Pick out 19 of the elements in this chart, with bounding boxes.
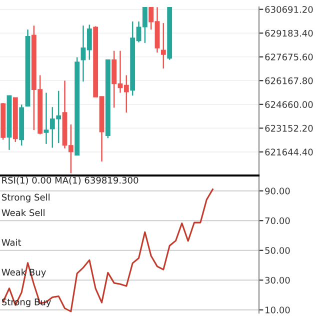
chart-title: RSI(1) 0.00 MA(1) 639819.300: [2, 176, 138, 185]
y-tick-label: 70.00: [265, 217, 290, 224]
candlestick: [160, 22, 166, 70]
ref-line-label: Wait: [2, 238, 22, 246]
y-tick-label: 624660.00: [265, 101, 313, 108]
y-tick-label: 623152.20: [265, 124, 313, 132]
y-tick-label: 627675.60: [265, 54, 313, 60]
y-tick-label: 30.00: [265, 276, 290, 284]
y-tick-label: 630691.20: [265, 6, 313, 13]
candlestick: [44, 92, 49, 145]
ref-line-label: Weak Sell: [2, 209, 44, 216]
y-tick-label: 629183.40: [265, 30, 313, 37]
ref-line-label: Strong Sell: [2, 194, 50, 202]
y-tick-label: 10.00: [266, 306, 290, 314]
y-tick-label: 626167.80: [265, 77, 313, 84]
y-tick-label: 621644.40: [265, 148, 313, 156]
line-series: [2, 188, 214, 312]
y-tick-label: 50.00: [265, 247, 290, 254]
y-tick-label: 90.00: [265, 188, 290, 194]
